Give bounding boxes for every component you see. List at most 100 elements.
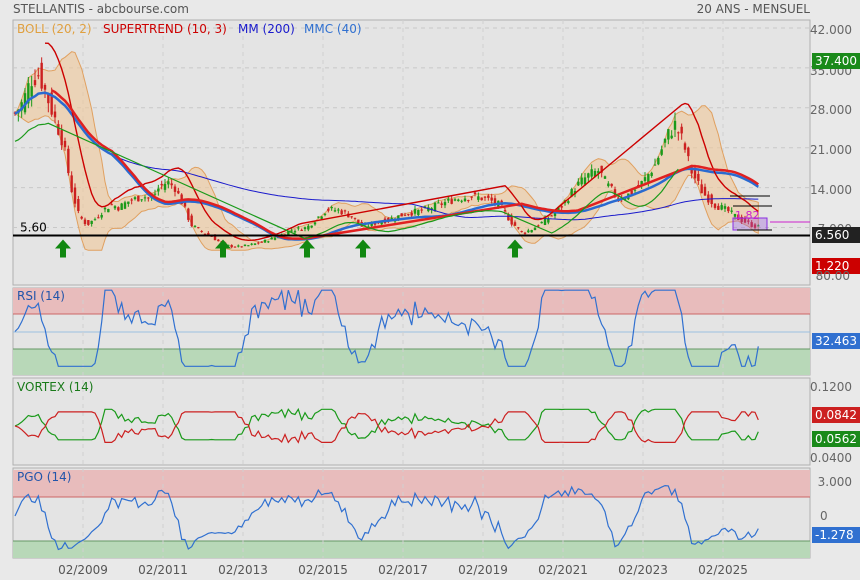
candle-body (513, 222, 517, 226)
candle-body (523, 232, 527, 234)
candle-body (67, 148, 70, 174)
candle-body (660, 149, 663, 155)
candle-body (127, 201, 130, 204)
vortex-plus-badge (812, 431, 860, 447)
candle-body (517, 227, 520, 229)
candle-body (47, 93, 50, 104)
candle-body (40, 62, 43, 89)
candle-body (367, 226, 370, 228)
candle-body (427, 207, 430, 212)
x-tick-label: 02/2021 (538, 563, 588, 577)
candle-body (600, 165, 603, 173)
candle-body (287, 231, 290, 235)
candle-body (530, 230, 533, 233)
candle-body (470, 196, 473, 198)
vortex-minus-badge-text: 0.0842 (815, 408, 857, 422)
candle-body (183, 201, 187, 207)
x-tick-label: 02/2023 (618, 563, 668, 577)
candle-body (483, 196, 487, 198)
candle-body (160, 183, 163, 186)
candle-body (493, 198, 497, 204)
vortex-minus-badge (812, 407, 860, 423)
candle-body (567, 201, 570, 204)
candle-body (193, 225, 197, 227)
candle-body (580, 177, 583, 185)
candle-body (270, 237, 273, 240)
candle-body (260, 241, 263, 243)
candle-body (250, 243, 253, 245)
candle-body (697, 173, 700, 181)
candle-body (397, 215, 400, 221)
candle-body (190, 215, 193, 227)
candle-body (533, 227, 537, 231)
candle-body (657, 157, 660, 165)
candle-body (300, 229, 303, 231)
legend-supertrend: SUPERTREND (10, 3) (103, 22, 227, 36)
candle-body (317, 216, 320, 218)
candle-body (100, 214, 103, 218)
candle-body (467, 200, 470, 202)
buy-arrows (55, 239, 523, 258)
candle-body (373, 222, 377, 225)
mmc-40-line (14, 91, 759, 241)
candle-body (77, 199, 80, 211)
candle-body (263, 239, 267, 243)
candle-body (443, 202, 447, 206)
candle-body (133, 197, 137, 200)
candle-body (330, 206, 333, 209)
candle-body (90, 220, 93, 225)
candle-body (380, 221, 383, 225)
badge-low-text: 1.220 (815, 259, 849, 273)
up-arrow-icon (55, 239, 71, 258)
supertrend-green-line (14, 122, 679, 240)
rsi-title: RSI (14) (17, 289, 65, 303)
candle-body (717, 205, 720, 210)
candle-body (307, 225, 310, 230)
candle-body (243, 244, 247, 246)
candle-body (670, 135, 673, 139)
rsi-badge (812, 333, 860, 349)
candle-body (303, 227, 307, 230)
candle-body (370, 222, 373, 226)
candle-body (707, 194, 710, 203)
candle-body (257, 242, 260, 244)
candle-body (437, 202, 440, 204)
candle-body (413, 208, 417, 214)
candle-body (507, 215, 510, 221)
candle-body (83, 219, 87, 225)
pgo-line (14, 484, 759, 551)
candle-body (420, 209, 423, 211)
candle-body (410, 212, 413, 216)
candle-body (650, 172, 653, 176)
candle-body (527, 230, 530, 233)
candle-body (440, 203, 443, 205)
candle-body (217, 239, 220, 242)
candle-body (107, 209, 110, 213)
badge-last (812, 227, 860, 243)
candle-body (157, 188, 160, 192)
vortex-title: VORTEX (14) (17, 380, 94, 394)
candle-body (137, 195, 140, 202)
candle-body (503, 210, 507, 212)
candle-body (110, 204, 113, 206)
candle-body (490, 197, 493, 201)
candle-body (50, 92, 53, 115)
candle-body (460, 200, 463, 202)
candle-body (553, 212, 557, 217)
legend-mm: MM (200) (238, 22, 295, 36)
candle-body (487, 195, 490, 198)
x-tick-label: 02/2015 (298, 563, 348, 577)
candle-body (143, 197, 147, 199)
y-tick-42: 42.000 (810, 23, 852, 37)
candle-body (200, 230, 203, 232)
candle-body (237, 245, 240, 247)
candle-body (677, 132, 680, 134)
candle-body (197, 227, 200, 229)
candle-body (583, 177, 587, 185)
candle-body (593, 171, 597, 177)
y-tick-14: 14.000 (810, 183, 852, 197)
candle-body (687, 147, 690, 157)
x-tick-label: 02/2017 (378, 563, 428, 577)
rsi-tick-80: 80.00 (816, 269, 850, 283)
candle-body (97, 217, 100, 219)
